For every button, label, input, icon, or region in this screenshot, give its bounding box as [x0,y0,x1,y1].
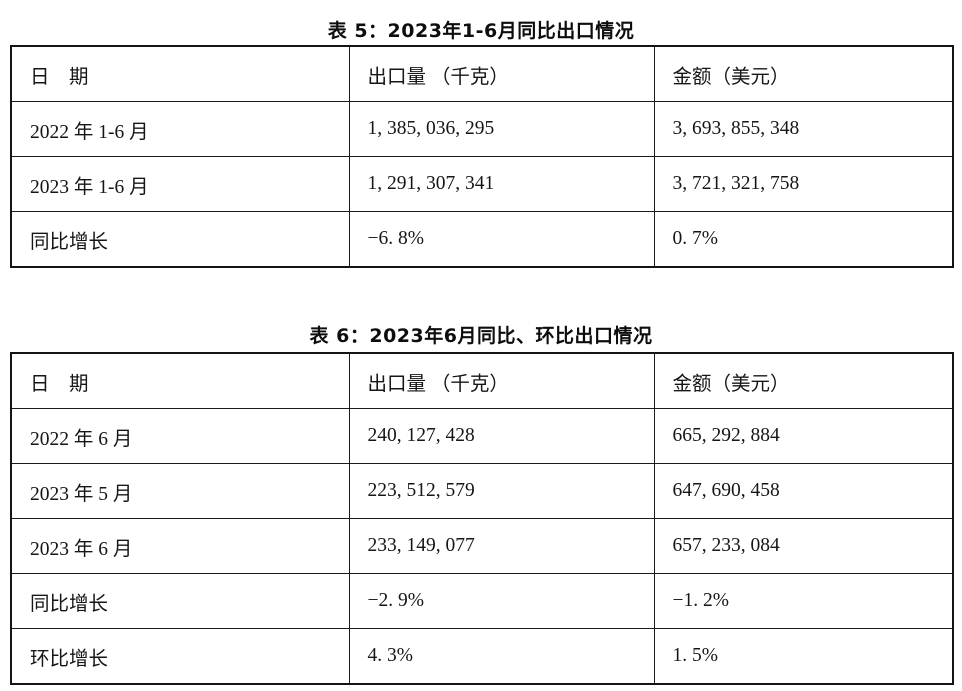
mom-growth-volume-cell: 4. 3% [348,628,655,685]
amount-cell: 657, 233, 084 [653,518,954,574]
date-cell: 2022 年 1-6 月 [10,101,350,157]
date-cell: 2022 年 6 月 [10,408,350,464]
column-header-date: 日 期 [10,352,350,409]
column-header-export-volume: 出口量 （千克） [348,352,655,409]
table-row: 同比增长 −2. 9% −1. 2% [10,573,954,629]
table-row: 同比增长 −6. 8% 0. 7% [10,211,954,268]
table-row: 2022 年 1-6 月 1, 385, 036, 295 3, 693, 85… [10,101,954,157]
table5-title: 表 5：2023年1-6月同比出口情况 [327,20,635,42]
amount-cell: 665, 292, 884 [653,408,954,464]
export-volume-cell: 1, 291, 307, 341 [348,156,655,212]
table-row: 2023 年 1-6 月 1, 291, 307, 341 3, 721, 32… [10,156,954,212]
column-header-date: 日 期 [10,45,350,102]
yoy-growth-volume-cell: −2. 9% [348,573,655,629]
table-row: 2023 年 6 月 233, 149, 077 657, 233, 084 [10,518,954,574]
mom-growth-label-cell: 环比增长 [10,628,350,685]
yoy-growth-label-cell: 同比增长 [10,573,350,629]
column-header-amount: 金额（美元） [653,45,954,102]
amount-cell: 3, 721, 321, 758 [653,156,954,212]
table6-title: 表 6：2023年6月同比、环比出口情况 [309,325,653,347]
yoy-growth-amount-cell: −1. 2% [653,573,954,629]
yoy-growth-volume-cell: −6. 8% [348,211,655,268]
export-volume-cell: 240, 127, 428 [348,408,655,464]
amount-cell: 647, 690, 458 [653,463,954,519]
date-cell: 2023 年 6 月 [10,518,350,574]
yoy-growth-amount-cell: 0. 7% [653,211,954,268]
table-header-row: 日 期 出口量 （千克） 金额（美元） [10,45,954,102]
column-header-export-volume: 出口量 （千克） [348,45,655,102]
table-row: 2023 年 5 月 223, 512, 579 647, 690, 458 [10,463,954,519]
date-cell: 2023 年 1-6 月 [10,156,350,212]
amount-cell: 3, 693, 855, 348 [653,101,954,157]
table-header-row: 日 期 出口量 （千克） 金额（美元） [10,352,954,409]
mom-growth-amount-cell: 1. 5% [653,628,954,685]
table-row: 2022 年 6 月 240, 127, 428 665, 292, 884 [10,408,954,464]
export-volume-cell: 233, 149, 077 [348,518,655,574]
date-cell: 2023 年 5 月 [10,463,350,519]
table-row: 环比增长 4. 3% 1. 5% [10,628,954,685]
export-volume-cell: 223, 512, 579 [348,463,655,519]
yoy-growth-label-cell: 同比增长 [10,211,350,268]
export-volume-cell: 1, 385, 036, 295 [348,101,655,157]
column-header-amount: 金额（美元） [653,352,954,409]
table6: 日 期 出口量 （千克） 金额（美元） 2022 年 6 月 240, 127,… [10,352,954,685]
table5: 日 期 出口量 （千克） 金额（美元） 2022 年 1-6 月 1, 385,… [10,45,954,268]
